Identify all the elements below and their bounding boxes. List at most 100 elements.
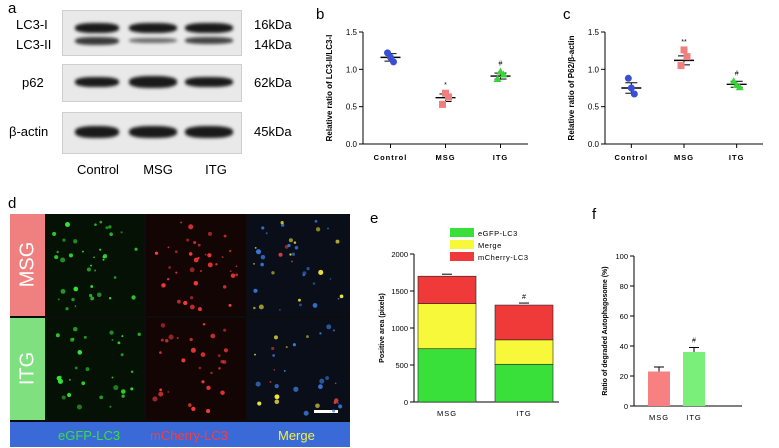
punctum	[253, 306, 256, 310]
data-point	[630, 90, 638, 98]
data-point	[683, 53, 691, 61]
punctum	[312, 282, 316, 285]
data-point	[442, 89, 449, 97]
punctum	[174, 250, 178, 254]
panel-label-c: c	[563, 6, 571, 23]
punctum	[111, 338, 114, 341]
punctum	[166, 277, 170, 281]
punctum	[318, 384, 323, 390]
y-tick-label: 2000	[391, 250, 408, 259]
x-tick-label: ITG	[686, 413, 702, 422]
punctum	[261, 226, 265, 230]
y-tick-label: 40	[620, 342, 628, 351]
punctum	[292, 343, 296, 347]
blot-beta-actin	[62, 112, 242, 154]
punctum	[73, 326, 78, 332]
x-tick-label: Control	[614, 153, 648, 162]
punctum	[86, 267, 91, 272]
punctum	[230, 273, 236, 278]
punctum	[72, 337, 75, 341]
y-tick-label: 1.5	[588, 28, 600, 37]
punctum	[271, 346, 275, 351]
y-tick-label: 80	[620, 282, 628, 291]
punctum	[55, 333, 60, 338]
punctum	[306, 267, 310, 271]
punctum	[67, 392, 72, 398]
punctum	[279, 309, 281, 311]
y-tick-label: 1000	[391, 324, 408, 333]
punctum	[180, 221, 183, 224]
panel-label-b: b	[316, 6, 325, 23]
label-lc3-i: LC3-I	[16, 17, 48, 32]
punctum	[273, 369, 276, 371]
punctum	[334, 398, 339, 403]
punctum	[121, 335, 124, 338]
significance-mark: #	[735, 70, 739, 77]
punctum	[109, 405, 112, 408]
data-point	[729, 77, 738, 85]
chart-lc3-ratio: 0.0 0.5 1.0 1.5 Relative ratio of LC3-II/LC3…	[325, 28, 528, 162]
significance-mark: **	[681, 39, 687, 46]
punctum	[176, 336, 179, 340]
punctum	[255, 249, 262, 255]
punctum	[165, 339, 169, 343]
y-tick-label: 0.0	[588, 140, 600, 149]
punctum	[287, 243, 291, 248]
y-tick-label: 0.5	[346, 103, 358, 112]
punctum	[325, 376, 330, 380]
data-point	[680, 46, 688, 54]
punctum	[253, 288, 258, 293]
punctum	[202, 323, 206, 326]
significance-mark: #	[692, 338, 696, 345]
y-tick-label: 1.0	[346, 65, 358, 74]
data-point	[677, 62, 685, 70]
punctum	[197, 243, 201, 247]
punctum	[52, 231, 57, 236]
punctum	[65, 222, 68, 225]
lane-control: Control	[77, 162, 119, 177]
y-tick-label: 1.5	[346, 28, 358, 37]
punctum	[183, 300, 188, 306]
punctum	[274, 384, 279, 389]
bar	[683, 352, 705, 406]
punctum	[167, 391, 170, 393]
punctum	[260, 254, 266, 260]
punctum	[131, 295, 136, 300]
punctum	[302, 273, 306, 277]
punctum	[62, 238, 66, 242]
punctum	[56, 250, 59, 254]
punctum	[109, 330, 114, 335]
punctum	[117, 341, 121, 345]
punctum	[299, 303, 302, 307]
bar-segment	[417, 303, 477, 350]
punctum	[318, 269, 324, 275]
punctum	[204, 253, 207, 256]
punctum	[168, 334, 174, 340]
punctum	[222, 285, 227, 289]
x-tick-label: MSG	[435, 153, 455, 162]
punctum	[68, 253, 73, 258]
channel-label-egfp: eGFP-LC3	[58, 428, 121, 443]
punctum	[298, 298, 301, 302]
punctum	[207, 262, 213, 268]
y-tick-label: 20	[620, 372, 628, 381]
legend-label: eGFP-LC3	[478, 229, 518, 238]
y-tick-label: 0.0	[346, 140, 358, 149]
blot-p62	[62, 64, 242, 102]
y-tick-label: 500	[395, 361, 408, 370]
punctum	[271, 271, 275, 275]
y-tick-label: 100	[615, 252, 628, 261]
punctum	[90, 264, 92, 267]
kda-45: 45kDa	[254, 124, 292, 139]
lane-itg: ITG	[205, 162, 227, 177]
punctum	[327, 227, 329, 230]
punctum	[193, 241, 197, 245]
x-tick-label: ITG	[729, 153, 745, 162]
channel-bar	[10, 422, 350, 447]
punctum	[278, 252, 283, 257]
punctum	[60, 257, 66, 263]
punctum	[198, 307, 202, 312]
image-msg-egfp	[46, 214, 144, 316]
punctum	[108, 225, 112, 229]
punctum	[326, 324, 332, 330]
